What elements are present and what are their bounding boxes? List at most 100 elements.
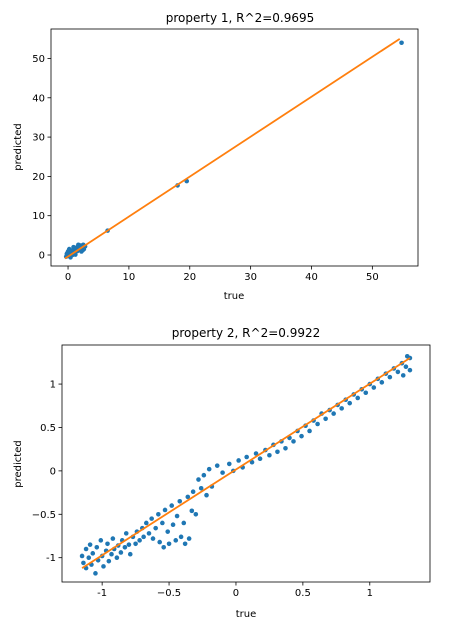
x-axis-ticks: -1 −0.5 0 0.5 1 (97, 582, 373, 599)
data-point (363, 390, 369, 396)
x-axis-label: true (236, 609, 257, 620)
y-tick-label: 10 (32, 211, 45, 222)
data-point (150, 536, 156, 541)
x-tick-label: 40 (305, 272, 318, 283)
x-axis-ticks: 0 10 20 30 40 50 (65, 266, 379, 283)
data-point (98, 538, 104, 543)
data-point (379, 380, 385, 385)
fit-line (64, 38, 401, 260)
data-point (123, 531, 129, 536)
data-point (371, 385, 377, 390)
data-point (71, 244, 76, 250)
data-point (81, 560, 86, 566)
data-point (93, 571, 98, 576)
data-point (283, 446, 288, 451)
data-point (66, 246, 72, 252)
data-point (153, 525, 158, 531)
x-tick-label: 20 (183, 272, 196, 283)
data-point (323, 416, 328, 422)
y-tick-label: −0.5 (32, 510, 56, 521)
data-point (118, 550, 124, 555)
data-point (133, 541, 138, 547)
x-tick-label: 50 (366, 272, 379, 283)
y-tick-label: 20 (32, 172, 45, 183)
y-tick-label: 0 (39, 250, 45, 261)
data-point (201, 472, 207, 478)
x-tick-label: 0 (65, 272, 71, 283)
y-tick-label: 30 (32, 133, 45, 144)
x-tick-label: 0 (233, 588, 239, 599)
data-point (395, 369, 401, 375)
y-tick-label: 50 (32, 54, 45, 65)
data-point (181, 520, 187, 526)
fit-line-group (81, 357, 411, 569)
x-tick-label: 30 (244, 272, 257, 283)
data-point (189, 508, 195, 514)
data-point (275, 449, 280, 455)
chart-property-2: property 2, R^2=0.9922 -1 −0.5 0 0.5 1 -1 −0.… (13, 326, 431, 620)
data-point (144, 520, 149, 526)
data-point (178, 534, 184, 540)
data-point (347, 400, 353, 406)
data-point (105, 541, 110, 547)
data-point (244, 454, 249, 460)
data-point (387, 374, 393, 380)
data-point (267, 452, 272, 458)
y-tick-label: -1 (46, 553, 56, 564)
data-point (149, 516, 154, 521)
data-point (110, 536, 116, 541)
x-axis-label: true (224, 291, 245, 302)
x-tick-label: -1 (97, 588, 107, 599)
data-point (299, 433, 304, 439)
data-point (220, 470, 225, 475)
y-axis-ticks: -1 −0.5 0 0.5 1 (32, 380, 62, 564)
data-point (249, 459, 255, 465)
y-axis-label: predicted (13, 123, 24, 170)
data-point (157, 539, 162, 545)
data-point (166, 541, 172, 547)
data-point (253, 451, 259, 456)
x-tick-label: −0.5 (157, 588, 181, 599)
data-point (190, 489, 196, 495)
chart-title: property 1, R^2=0.9695 (166, 11, 315, 25)
data-point (106, 558, 112, 564)
data-point (126, 542, 132, 547)
data-point (79, 553, 85, 559)
data-point (170, 522, 176, 528)
data-point (90, 551, 96, 556)
data-point (101, 564, 106, 569)
data-point (186, 536, 192, 541)
data-point (404, 353, 410, 359)
y-tick-label: 1 (50, 380, 56, 391)
data-point (185, 494, 191, 500)
data-point (80, 247, 85, 253)
data-point (226, 461, 232, 467)
data-point (400, 373, 406, 378)
y-tick-label: 0.5 (40, 423, 56, 434)
data-point (160, 520, 165, 526)
data-point (114, 555, 120, 560)
data-point (182, 541, 188, 547)
data-point (339, 406, 344, 411)
y-tick-label: 0 (50, 466, 56, 477)
data-point (162, 507, 168, 513)
data-point (122, 544, 128, 550)
data-point (236, 458, 241, 463)
y-tick-label: 40 (32, 93, 45, 104)
data-point (174, 513, 180, 519)
data-point (291, 439, 296, 444)
data-point (87, 542, 93, 547)
data-point (83, 546, 89, 552)
data-point (94, 544, 100, 550)
fit-line (81, 357, 411, 569)
data-point (204, 492, 209, 498)
data-point (109, 551, 114, 557)
data-point (193, 511, 199, 517)
data-point (146, 531, 152, 536)
data-point (86, 555, 92, 560)
data-point (307, 428, 312, 434)
data-point (65, 250, 70, 256)
data-point (161, 544, 167, 550)
data-point (169, 503, 175, 508)
x-tick-label: 10 (123, 272, 136, 283)
